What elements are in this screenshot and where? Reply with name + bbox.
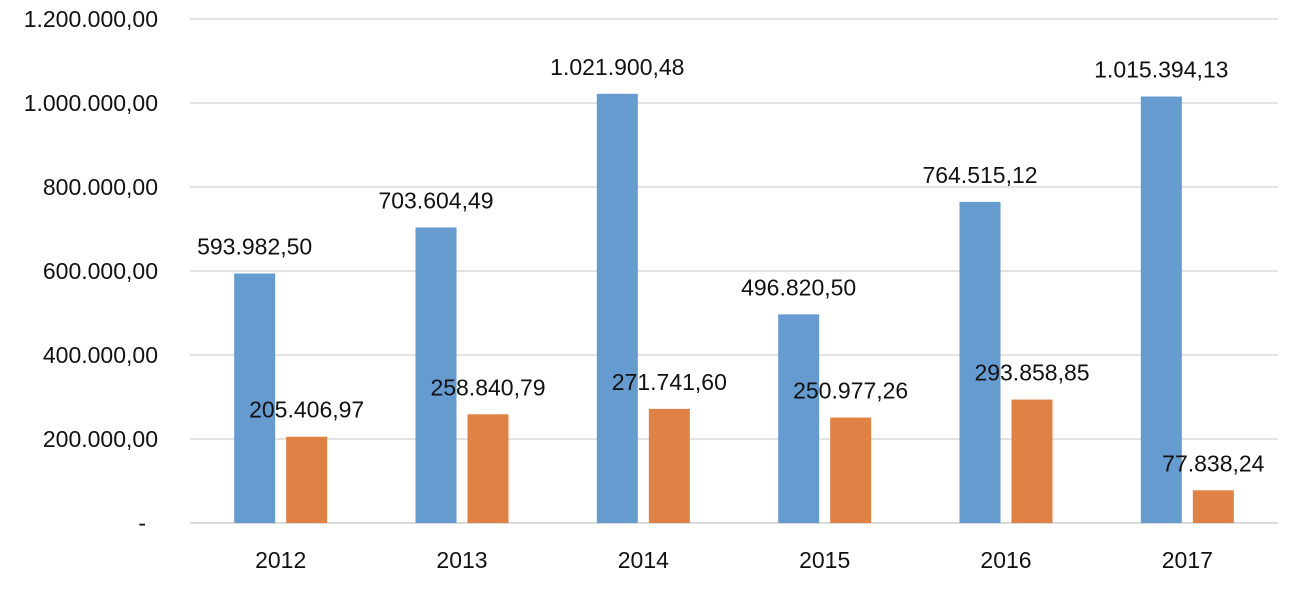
data-label: 258.840,79: [430, 374, 545, 400]
y-axis-tick-labels: - 200.000,00 400.000,00 600.000,00 800.000,0…: [24, 6, 158, 536]
bar-series-1-2013: [415, 227, 457, 523]
data-label: 1.015.394,13: [1094, 57, 1228, 83]
gridlines: [190, 18, 1278, 524]
data-label: 1.021.900,48: [550, 54, 684, 80]
data-labels: 593.982,50 205.406,97 703.604,49 258.840,79…: [197, 54, 1265, 477]
data-label: 703.604,49: [378, 187, 493, 213]
y-tick-label: 1.200.000,00: [24, 6, 158, 32]
bar-series-2-2016: [1011, 399, 1053, 523]
bar-series-2-2017: [1192, 490, 1234, 523]
bar-series-1-2015: [778, 314, 820, 523]
data-label: 593.982,50: [197, 234, 312, 260]
x-axis-category-labels: 2012 2013 2014 2015 2016 2017: [255, 547, 1213, 573]
data-label: 496.820,50: [741, 274, 856, 300]
bar-series-1-2017: [1140, 96, 1182, 524]
bar-series-1-2014: [596, 93, 638, 524]
x-category-label: 2013: [436, 547, 487, 573]
data-label: 271.741,60: [612, 369, 727, 395]
data-label: 250.977,26: [793, 378, 908, 404]
y-tick-label: 400.000,00: [43, 342, 158, 368]
data-label: 764.515,12: [922, 162, 1037, 188]
bars: [234, 93, 1234, 524]
data-label: 293.858,85: [974, 360, 1089, 386]
bar-series-2-2015: [830, 417, 872, 523]
y-tick-label: 1.000.000,00: [24, 90, 158, 116]
data-label: 77.838,24: [1162, 450, 1265, 476]
y-tick-label: 600.000,00: [43, 258, 158, 284]
bar-series-1-2012: [234, 273, 276, 523]
data-label: 205.406,97: [249, 397, 364, 423]
x-category-label: 2017: [1162, 547, 1213, 573]
x-category-label: 2015: [799, 547, 850, 573]
x-category-label: 2016: [980, 547, 1031, 573]
bar-series-2-2012: [286, 436, 328, 523]
x-category-label: 2012: [255, 547, 306, 573]
bar-series-2-2014: [648, 408, 690, 523]
y-tick-label: 200.000,00: [43, 426, 158, 452]
y-tick-label: 800.000,00: [43, 174, 158, 200]
y-tick-label: -: [138, 510, 146, 536]
x-category-label: 2014: [618, 547, 669, 573]
bar-series-1-2016: [959, 201, 1001, 523]
bar-series-2-2013: [467, 414, 509, 523]
